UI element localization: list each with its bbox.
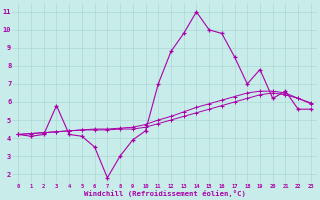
X-axis label: Windchill (Refroidissement éolien,°C): Windchill (Refroidissement éolien,°C) <box>84 190 245 197</box>
